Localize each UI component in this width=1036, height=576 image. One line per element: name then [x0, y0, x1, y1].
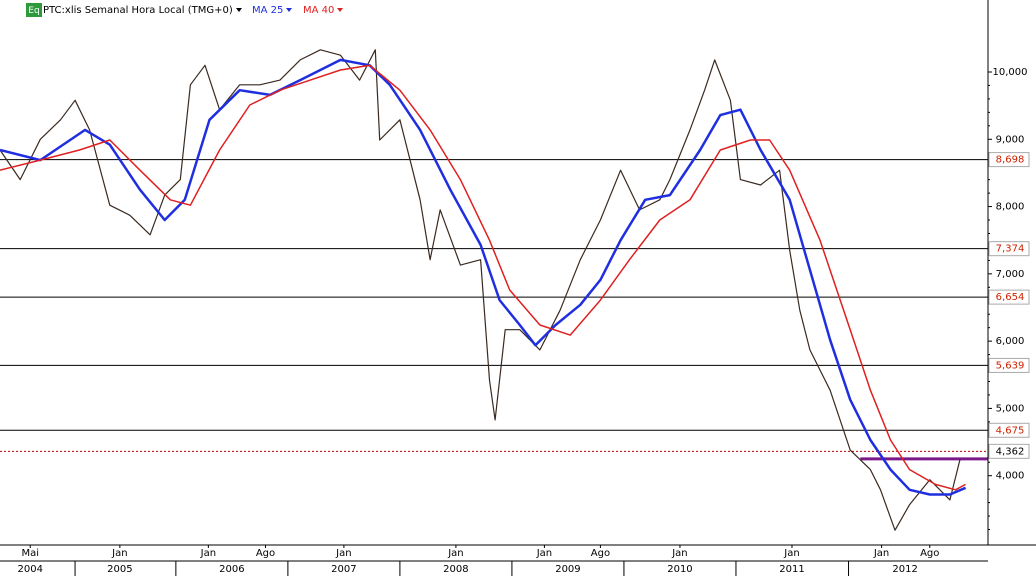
price-line [0, 49, 961, 531]
legend-label: MA 25 [252, 5, 283, 16]
level-label: 4,675 [996, 425, 1025, 436]
badge: Eq [28, 6, 39, 16]
y-tick-label: 6,000 [996, 336, 1025, 347]
x-tick-label: Ago [920, 548, 939, 559]
level-label-box [988, 422, 1030, 438]
level-label: 8,698 [996, 155, 1025, 166]
chart-title: PTC:xlis Semanal Hora Local (TMG+0) [43, 5, 233, 16]
header: Eq PTC:xlis Semanal Hora Local (TMG+0) M… [0, 0, 350, 20]
x-tick-label: Jan [200, 548, 216, 559]
year-label: 2004 [18, 564, 43, 575]
level-label: 6,654 [996, 292, 1025, 303]
x-tick-label: Ago [591, 548, 610, 559]
level-label-box [988, 357, 1030, 373]
current-label: 4,362 [996, 446, 1025, 457]
dropdown-arrow[interactable] [236, 8, 242, 12]
x-tick-label: Ago [256, 548, 275, 559]
level-label: 7,374 [996, 244, 1025, 255]
dropdown-arrow[interactable] [286, 8, 292, 12]
y-tick-label: 9,000 [996, 134, 1025, 145]
year-label: 2005 [107, 564, 132, 575]
year-label: 2010 [667, 564, 692, 575]
y-tick-label: 8,000 [996, 202, 1025, 213]
dropdown-arrow[interactable] [337, 8, 343, 12]
x-tick-label: Jan [783, 548, 799, 559]
y-tick-label: 10,000 [993, 67, 1028, 78]
ma-line [0, 64, 966, 491]
level-label: 5,639 [996, 360, 1025, 371]
x-tick-label: Jan [873, 548, 889, 559]
level-label-box [988, 241, 1030, 257]
year-label: 2009 [555, 564, 580, 575]
x-tick-label: Jan [671, 548, 687, 559]
y-tick-label: 5,000 [996, 403, 1025, 414]
year-label: 2007 [331, 564, 356, 575]
x-tick-label: Jan [447, 548, 463, 559]
year-label: 2011 [779, 564, 804, 575]
y-tick-label: 4,000 [996, 471, 1025, 482]
year-label: 2012 [892, 564, 917, 575]
ma-line [0, 58, 967, 496]
y-tick-label: 7,000 [996, 269, 1025, 280]
badge-icon [26, 3, 42, 17]
legend-label: MA 40 [303, 5, 334, 16]
year-label: 2006 [219, 564, 244, 575]
level-label-box [988, 152, 1030, 168]
x-tick-label: Jan [335, 548, 351, 559]
current-label-box [988, 443, 1030, 459]
level-label-box [988, 289, 1030, 305]
plot-area [0, 49, 988, 531]
header-background [0, 0, 350, 20]
x-tick-label: Jan [536, 548, 552, 559]
x-tick-label: Jan [111, 548, 127, 559]
x-tick-label: Mai [21, 548, 39, 559]
year-label: 2008 [443, 564, 468, 575]
